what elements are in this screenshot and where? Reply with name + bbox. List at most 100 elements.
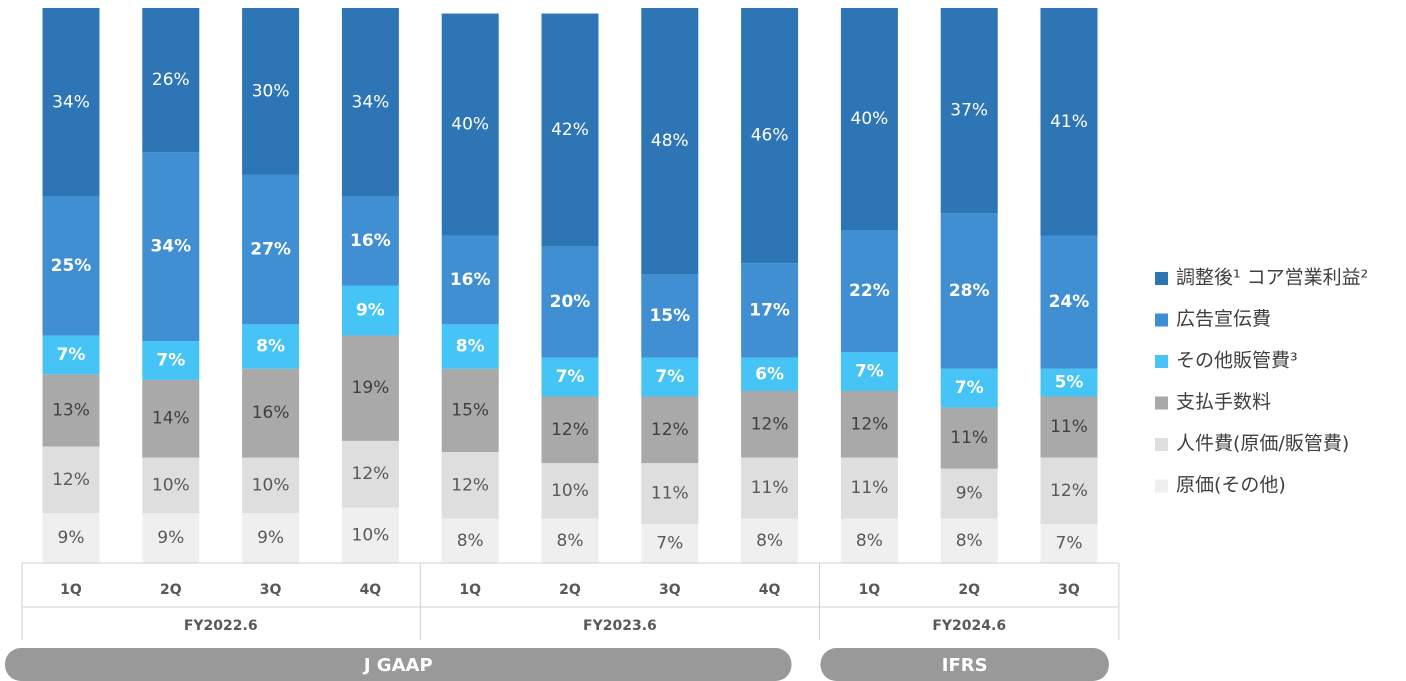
bar-segment bbox=[142, 457, 200, 514]
data-label: 16% bbox=[450, 270, 491, 290]
bar-segment bbox=[741, 8, 799, 264]
data-label: 20% bbox=[550, 292, 591, 312]
data-label: 9% bbox=[356, 300, 385, 320]
legend-label: 支払手数料 bbox=[1176, 391, 1271, 413]
section-label: IFRS bbox=[942, 655, 988, 676]
data-label: 9% bbox=[956, 484, 983, 504]
data-label: 12% bbox=[451, 475, 489, 495]
data-label: 11% bbox=[651, 484, 689, 504]
data-label: 7% bbox=[57, 345, 86, 365]
data-label: 10% bbox=[252, 475, 290, 495]
bar-segment bbox=[242, 368, 300, 458]
bar-segment bbox=[1040, 8, 1098, 236]
data-label: 7% bbox=[955, 378, 984, 398]
data-label: 9% bbox=[58, 528, 85, 548]
data-label: 30% bbox=[252, 81, 290, 101]
data-label: 34% bbox=[52, 92, 90, 112]
bar-segment bbox=[1040, 368, 1098, 397]
data-label: 11% bbox=[950, 428, 988, 448]
data-label: 7% bbox=[156, 350, 185, 370]
data-label: 34% bbox=[352, 92, 390, 112]
data-label: 37% bbox=[950, 101, 988, 121]
data-label: 42% bbox=[551, 120, 589, 140]
bar-segment bbox=[142, 152, 200, 341]
bar-segment bbox=[441, 324, 499, 369]
data-label: 13% bbox=[52, 400, 90, 420]
data-label: 11% bbox=[851, 478, 889, 498]
data-label: 7% bbox=[656, 534, 683, 554]
data-label: 8% bbox=[456, 337, 485, 357]
legend-label: 調整後¹ コア営業利益² bbox=[1176, 267, 1368, 289]
x-tick-label: 3Q bbox=[1058, 582, 1080, 598]
x-tick-label: 2Q bbox=[160, 582, 182, 598]
bar-segment bbox=[541, 13, 599, 247]
data-label: 8% bbox=[557, 531, 584, 551]
bar-segment bbox=[741, 518, 799, 563]
group-label: FY2024.6 bbox=[932, 618, 1006, 634]
x-tick-label: 1Q bbox=[60, 582, 82, 598]
x-tick-label: 1Q bbox=[459, 582, 481, 598]
x-tick-label: 4Q bbox=[360, 582, 382, 598]
bar-segment bbox=[741, 263, 799, 358]
bar-segment bbox=[541, 463, 599, 519]
bar-segment bbox=[242, 513, 300, 563]
data-label: 17% bbox=[749, 300, 790, 320]
data-label: 46% bbox=[751, 126, 789, 146]
bar-segment bbox=[142, 379, 200, 458]
data-label: 41% bbox=[1050, 112, 1088, 132]
data-label: 34% bbox=[150, 237, 191, 257]
bar-segment bbox=[840, 457, 898, 519]
bar-segment bbox=[940, 8, 998, 214]
data-label: 10% bbox=[551, 481, 589, 501]
bar-segment bbox=[840, 390, 898, 458]
bar-segment bbox=[940, 407, 998, 469]
x-tick-label: 2Q bbox=[958, 582, 980, 598]
bar-segment bbox=[242, 457, 300, 514]
data-label: 7% bbox=[556, 367, 585, 387]
data-label: 25% bbox=[51, 256, 92, 276]
data-label: 8% bbox=[956, 531, 983, 551]
bar-segment bbox=[441, 13, 499, 236]
bar-segment bbox=[341, 8, 399, 197]
data-label: 40% bbox=[851, 109, 889, 129]
data-label: 8% bbox=[756, 531, 783, 551]
data-label: 12% bbox=[751, 414, 789, 434]
bar-segment bbox=[641, 396, 699, 464]
legend-label: 人件費(原価/販管費) bbox=[1176, 433, 1349, 455]
bar-segment bbox=[641, 8, 699, 275]
bar-segment bbox=[741, 390, 799, 458]
data-label: 8% bbox=[457, 531, 484, 551]
data-label: 12% bbox=[352, 464, 390, 484]
bar-segment bbox=[1040, 457, 1098, 525]
bar-segment bbox=[341, 335, 399, 441]
bar-segment bbox=[242, 324, 300, 369]
bar-segment bbox=[741, 457, 799, 519]
bar-segment bbox=[940, 368, 998, 408]
bar-segment bbox=[940, 213, 998, 369]
legend-label: 原価(その他) bbox=[1176, 474, 1286, 496]
bar-segment bbox=[641, 357, 699, 397]
data-label: 27% bbox=[250, 239, 291, 259]
bar-segment bbox=[1040, 524, 1098, 563]
bar-segment bbox=[42, 513, 100, 563]
section-band bbox=[820, 648, 1109, 681]
legend-swatch bbox=[1155, 272, 1168, 285]
data-label: 24% bbox=[1049, 292, 1090, 312]
legend-swatch bbox=[1155, 479, 1168, 493]
bar-segment bbox=[840, 8, 898, 230]
bar-segment bbox=[840, 352, 898, 391]
bar-segment bbox=[840, 518, 898, 563]
bar-segment bbox=[940, 468, 998, 519]
bar-segment bbox=[541, 357, 599, 397]
bar-segment bbox=[42, 196, 100, 336]
bar-segment bbox=[341, 196, 399, 286]
bar-segment bbox=[42, 335, 100, 375]
data-label: 7% bbox=[655, 367, 684, 387]
x-tick-label: 3Q bbox=[659, 582, 681, 598]
bar-segment bbox=[341, 440, 399, 508]
data-label: 10% bbox=[352, 525, 390, 545]
bar-segment bbox=[840, 230, 898, 353]
group-label: FY2023.6 bbox=[583, 618, 657, 634]
legend-label: その他販管費³ bbox=[1176, 350, 1298, 372]
data-label: 5% bbox=[1055, 373, 1084, 393]
